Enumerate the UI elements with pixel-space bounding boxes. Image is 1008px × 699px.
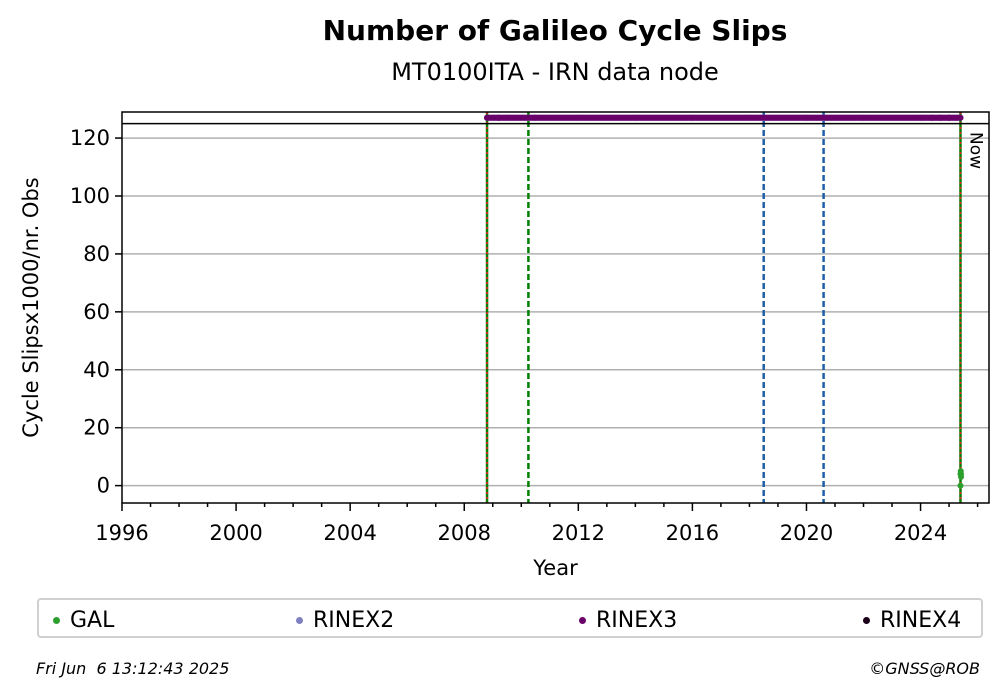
data-point-rinex3 [928,114,935,121]
x-tick-label: 2024 [894,521,947,545]
data-point-rinex3 [484,114,491,121]
chart-title: Number of Galileo Cycle Slips [322,14,788,47]
x-tick-label: 2000 [209,521,262,545]
x-tick-label: 2004 [323,521,376,545]
legend-item-rinex2: RINEX2 [296,600,394,640]
y-tick-label: 80 [83,242,110,266]
legend-marker-rinex4 [863,616,870,624]
legend-label-rinex4: RINEX4 [880,607,962,633]
legend-label-gal: GAL [70,607,115,633]
data-point-rinex3 [946,114,953,121]
legend-label-rinex3: RINEX3 [596,607,678,633]
x-tick-label: 1996 [95,521,148,545]
chart-subtitle: MT0100ITA - IRN data node [391,58,719,86]
y-axis-label: Cycle Slipsx1000/nr. Obs [19,177,43,437]
x-tick-label: 2012 [552,521,605,545]
y-tick-label: 100 [70,184,110,208]
footer-copyright: ©GNSS@ROB [869,659,980,678]
legend-item-gal: GAL [53,600,114,640]
y-tick-label: 0 [97,474,110,498]
x-tick-label: 2008 [438,521,491,545]
data-point-rinex3 [957,114,964,121]
data-point-gal [958,473,965,480]
legend: GAL RINEX2 RINEX3 RINEX4 [37,598,983,638]
data-point-gal [957,482,964,489]
legend-marker-rinex3 [579,616,586,624]
legend-label-rinex2: RINEX2 [313,607,395,633]
plot-frame [121,111,990,504]
y-tick-label: 60 [83,300,110,324]
x-axis-label: Year [532,556,578,580]
legend-item-rinex3: RINEX3 [579,600,677,640]
now-label: Now [965,132,985,169]
legend-marker-rinex2 [296,616,303,624]
x-tick-label: 2016 [666,521,719,545]
legend-item-rinex4: RINEX4 [863,600,961,640]
x-tick-label: 2020 [780,521,833,545]
data-point-rinex3 [937,114,944,121]
y-tick-label: 20 [83,416,110,440]
y-tick-label: 120 [70,126,110,150]
y-tick-label: 40 [83,358,110,382]
legend-marker-gal [53,616,60,624]
footer-timestamp: Fri Jun 6 13:12:43 2025 [36,659,230,678]
data-point-rinex3 [495,114,502,121]
